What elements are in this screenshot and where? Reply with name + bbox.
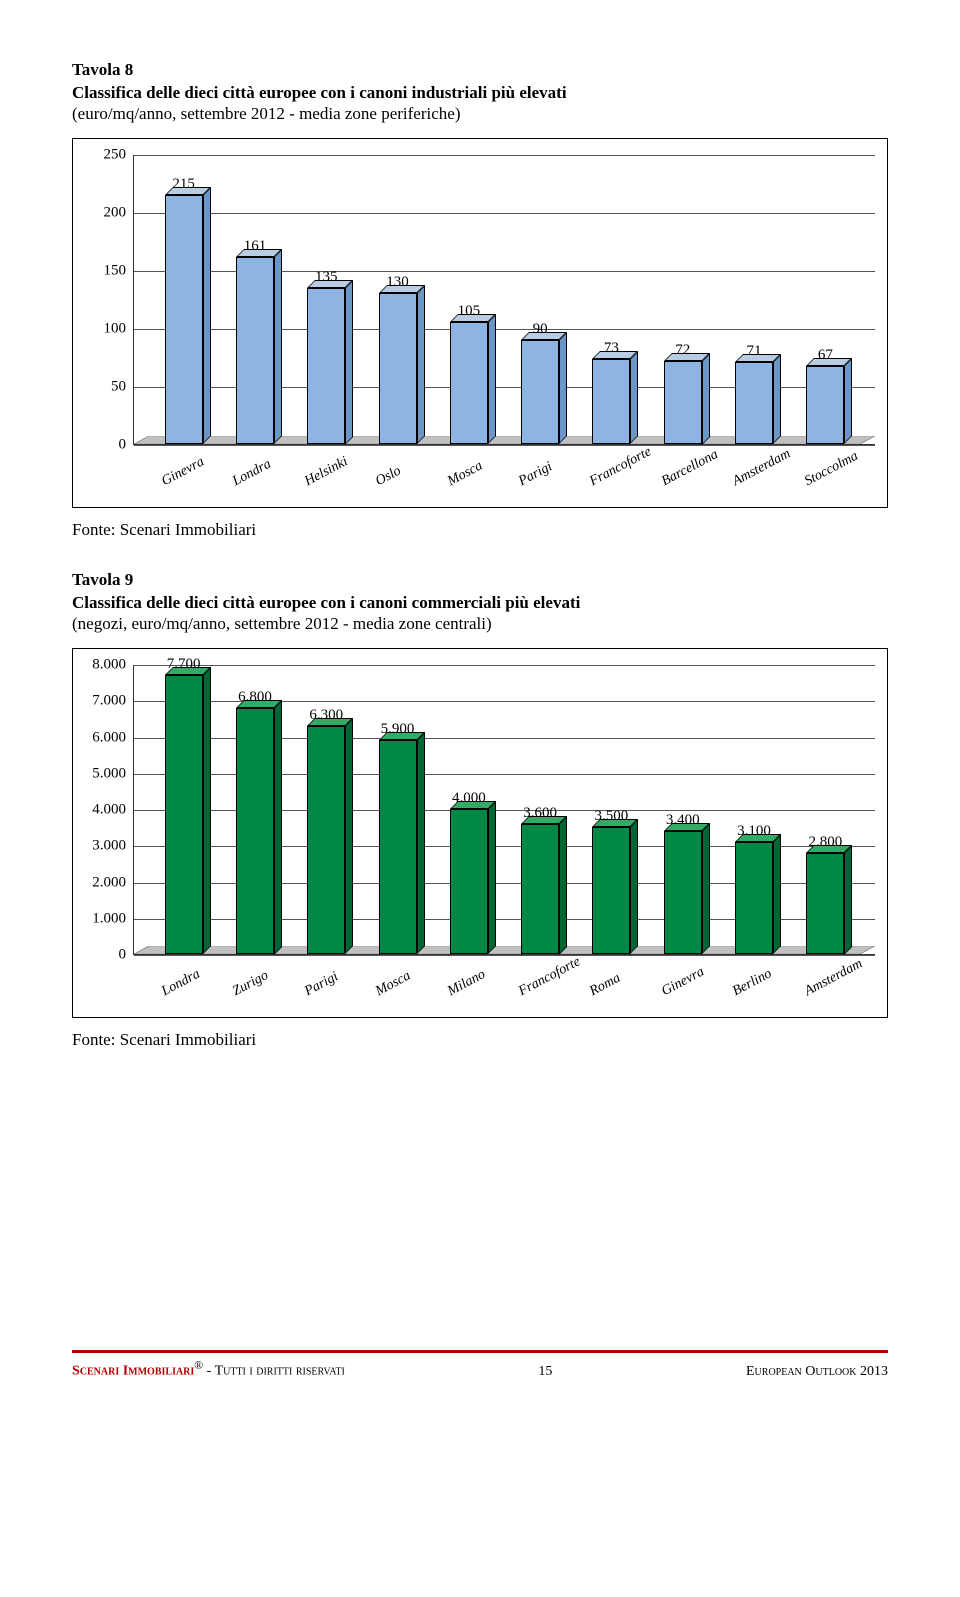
footer-brand: Scenari Immobiliari [72, 1364, 194, 1379]
bar [521, 824, 559, 955]
y-axis-label: 100 [104, 321, 135, 338]
tavola8-subtitle: (euro/mq/anno, settembre 2012 - media zo… [72, 104, 888, 124]
tavola8-title: Classifica delle dieci città europee con… [72, 82, 888, 104]
bar-front [236, 257, 274, 444]
tavola8-fonte: Fonte: Scenari Immobiliari [72, 520, 888, 540]
y-axis-label: 4.000 [92, 802, 134, 819]
tavola9-chart: 0 1.000 2.000 3.000 4.000 5.000 6.000 7.000 8.00… [72, 648, 888, 1018]
footer-separator [72, 1350, 888, 1353]
bar-side [203, 667, 211, 954]
bar-front [165, 675, 203, 954]
bar-slot: 6.800 [219, 689, 290, 955]
bar-side [203, 187, 211, 444]
bar-front [379, 740, 417, 954]
bar-front [236, 708, 274, 955]
bar-front [307, 288, 345, 445]
y-axis-label: 5.000 [92, 765, 134, 782]
footer-page: 15 [538, 1364, 552, 1380]
bar [165, 675, 203, 954]
y-axis-label: 250 [104, 147, 135, 164]
bar [307, 288, 345, 445]
bar [379, 293, 417, 444]
y-axis-label: 3.000 [92, 838, 134, 855]
tavola9-subtitle: (negozi, euro/mq/anno, settembre 2012 - … [72, 614, 888, 634]
y-axis-label: 0 [119, 947, 135, 964]
x-axis-labels: GinevraLondraHelsinkiOsloMoscaParigiFran… [133, 453, 875, 503]
bar-front [165, 195, 203, 444]
bar-slot: 130 [362, 274, 433, 444]
y-axis-label: 2.000 [92, 874, 134, 891]
bar-side [274, 249, 282, 444]
footer-left: Scenari Immobiliari® - Tutti i diritti r… [72, 1359, 345, 1380]
bar-front [307, 726, 345, 954]
page-footer: Scenari Immobiliari® - Tutti i diritti r… [72, 1359, 888, 1380]
bar-slot: 135 [291, 269, 362, 445]
plot-area: 01.0002.0003.0004.0005.0006.0007.0008.00… [133, 665, 875, 955]
y-axis-label: 50 [111, 379, 134, 396]
tavola9-title: Classifica delle dieci città europee con… [72, 592, 888, 614]
bar [236, 708, 274, 955]
bar-slot: 215 [148, 176, 219, 444]
x-axis-labels: LondraZurigoParigiMoscaMilanoFrancoforte… [133, 963, 875, 1013]
y-axis-label: 8.000 [92, 657, 134, 674]
bar [379, 740, 417, 954]
y-axis-label: 1.000 [92, 910, 134, 927]
bars-container: 2151611351301059073727167 [134, 155, 875, 444]
y-axis-label: 150 [104, 263, 135, 280]
y-axis-label: 6.000 [92, 729, 134, 746]
bar-slot: 5.900 [362, 721, 433, 954]
bar-front [379, 293, 417, 444]
bar-slot: 161 [219, 238, 290, 444]
tavola9-label: Tavola 9 [72, 570, 888, 590]
y-axis-label: 0 [119, 437, 135, 454]
bar [450, 809, 488, 954]
y-axis-label: 7.000 [92, 693, 134, 710]
bar-side [417, 732, 425, 954]
bar [236, 257, 274, 444]
bars-container: 7.7006.8006.3005.9004.0003.6003.5003.400… [134, 665, 875, 954]
bar-front [450, 809, 488, 954]
bar-side [345, 718, 353, 954]
bar [307, 726, 345, 954]
bar-slot: 7.700 [148, 656, 219, 954]
bar-side [274, 700, 282, 955]
y-axis-label: 200 [104, 205, 135, 222]
tavola8-label: Tavola 8 [72, 60, 888, 80]
bar-front [521, 824, 559, 955]
footer-right: European Outlook 2013 [746, 1364, 888, 1380]
bar [165, 195, 203, 444]
footer-rights: - Tutti i diritti riservati [203, 1364, 345, 1379]
tavola9-fonte: Fonte: Scenari Immobiliari [72, 1030, 888, 1050]
tavola8-chart: 0 50 100 150 200 250 215161135130105907372716… [72, 138, 888, 508]
bar-slot: 6.300 [291, 707, 362, 954]
plot-area: 050100150200250 215161135130105907372716… [133, 155, 875, 445]
footer-reg: ® [194, 1359, 203, 1372]
